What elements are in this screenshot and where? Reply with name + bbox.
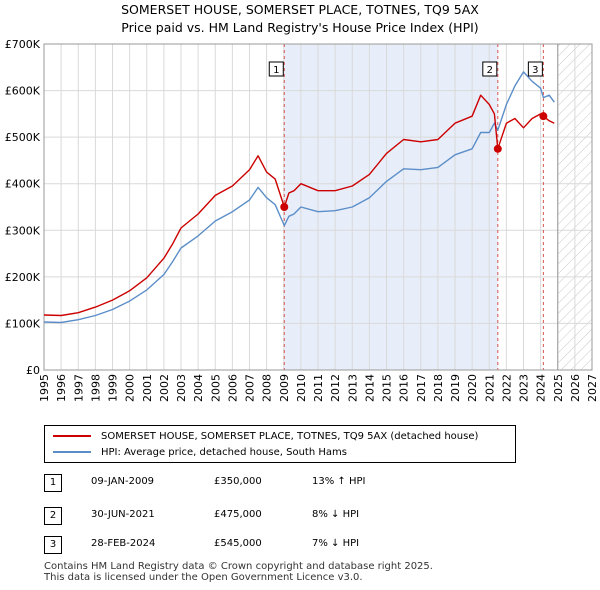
x-tick-label: 2009 — [278, 374, 291, 402]
sale-label-text: 3 — [532, 65, 538, 76]
x-tick-label: 2017 — [415, 374, 428, 402]
y-tick-label: £400K — [5, 178, 41, 191]
x-tick-label: 2022 — [500, 374, 513, 402]
x-tick-label: 2011 — [312, 374, 325, 402]
hpi-series-line — [43, 71, 555, 324]
footer: Contains HM Land Registry data © Crown c… — [44, 561, 433, 583]
footer-licence: This data is licensed under the Open Gov… — [44, 572, 363, 583]
x-tick-label: 2010 — [295, 374, 308, 402]
sale-label-text: 1 — [273, 65, 279, 76]
x-tick-label: 2000 — [124, 374, 137, 402]
sale-label-box — [268, 61, 284, 77]
y-tick-label: £300K — [5, 224, 41, 237]
sale-price: £475,000 — [214, 509, 262, 520]
legend-label-property: SOMERSET HOUSE, SOMERSET PLACE, TOTNES, … — [101, 430, 479, 442]
sale-hpi-diff: 13% ↑ HPI — [312, 476, 366, 487]
x-tick-label: 2018 — [432, 374, 445, 402]
x-tick-label: 1998 — [89, 374, 102, 402]
sale-label-marker: 1 — [268, 61, 284, 77]
sale-row: 1 09-JAN-2009 £350,000 13% ↑ HPI — [44, 474, 444, 492]
sale-date: 28-FEB-2024 — [91, 538, 156, 549]
x-tick-label: 2016 — [398, 374, 411, 402]
x-tick-label: 1997 — [72, 374, 85, 402]
legend-item-hpi: HPI: Average price, detached house, Sout… — [53, 444, 347, 460]
legend-item-property: SOMERSET HOUSE, SOMERSET PLACE, TOTNES, … — [53, 428, 478, 444]
x-tick-label: 2007 — [244, 374, 257, 402]
sale-date: 09-JAN-2009 — [91, 476, 155, 487]
x-tick-label: 1995 — [38, 374, 51, 402]
sale-date: 30-JUN-2021 — [91, 509, 155, 520]
sale-marker-label: 1 — [44, 474, 62, 492]
x-tick-label: 2026 — [569, 374, 582, 402]
price-chart: 1 2 3 £0 £100K £200K £300K £400K £500K £600K £700K… — [5, 38, 599, 402]
x-tick-label: 2013 — [346, 374, 359, 402]
sale-point — [493, 144, 502, 153]
x-tick-label: 2019 — [449, 374, 462, 402]
x-tick-label: 2005 — [209, 374, 222, 402]
x-tick-label: 2015 — [381, 374, 394, 402]
y-tick-label: £700K — [5, 38, 41, 51]
sale-label-marker: 2 — [482, 61, 498, 77]
x-tick-label: 2014 — [363, 374, 376, 402]
sale-label-box — [482, 61, 498, 77]
sale-label-text: 2 — [487, 65, 493, 76]
legend-swatch-property — [53, 435, 91, 437]
sale-marker-label: 3 — [44, 536, 62, 554]
legend-swatch-hpi — [53, 451, 91, 453]
chart-subtitle: Price paid vs. HM Land Registry's House … — [121, 20, 479, 35]
sale-marker-label: 2 — [44, 507, 62, 525]
x-tick-label: 2024 — [535, 374, 548, 402]
x-tick-label: 2025 — [552, 374, 565, 402]
x-tick-label: 2004 — [192, 374, 205, 402]
x-tick-label: 2023 — [518, 374, 531, 402]
x-tick-label: 1996 — [55, 374, 68, 402]
sale-price: £545,000 — [214, 538, 262, 549]
sale-label-marker: 3 — [527, 61, 543, 77]
sale-label-box — [527, 61, 543, 77]
footer-copyright: Contains HM Land Registry data © Crown c… — [44, 561, 433, 572]
x-tick-label: 2021 — [483, 374, 496, 402]
shaded-period — [284, 44, 498, 370]
x-tick-label: 2006 — [226, 374, 239, 402]
y-tick-label: £500K — [5, 131, 41, 144]
sale-hpi-diff: 8% ↓ HPI — [312, 509, 360, 520]
x-tick-label: 2003 — [175, 374, 188, 402]
property-series-line — [43, 94, 555, 317]
sale-hpi-diff: 7% ↓ HPI — [312, 538, 360, 549]
sale-row: 3 28-FEB-2024 £545,000 7% ↓ HPI — [44, 536, 444, 554]
sale-row: 2 30-JUN-2021 £475,000 8% ↓ HPI — [44, 507, 444, 525]
sale-price: £350,000 — [214, 476, 262, 487]
x-tick-label: 2012 — [329, 374, 342, 402]
legend: SOMERSET HOUSE, SOMERSET PLACE, TOTNES, … — [44, 425, 516, 463]
x-tick-label: 1999 — [107, 374, 120, 402]
y-tick-label: £100K — [5, 317, 41, 330]
y-tick-label: £200K — [5, 271, 41, 284]
plot-frame — [43, 43, 593, 371]
x-tick-label: 2002 — [158, 374, 171, 402]
legend-label-hpi: HPI: Average price, detached house, Sout… — [101, 446, 347, 458]
y-tick-label: £0 — [26, 364, 40, 377]
sale-point — [539, 112, 548, 121]
x-tick-label: 2027 — [586, 374, 599, 402]
x-tick-label: 2001 — [141, 374, 154, 402]
x-tick-label: 2020 — [466, 374, 479, 402]
x-tick-label: 2008 — [261, 374, 274, 402]
sale-point — [280, 203, 289, 211]
y-tick-label: £600K — [5, 85, 41, 98]
chart-title: SOMERSET HOUSE, SOMERSET PLACE, TOTNES, … — [121, 2, 479, 17]
